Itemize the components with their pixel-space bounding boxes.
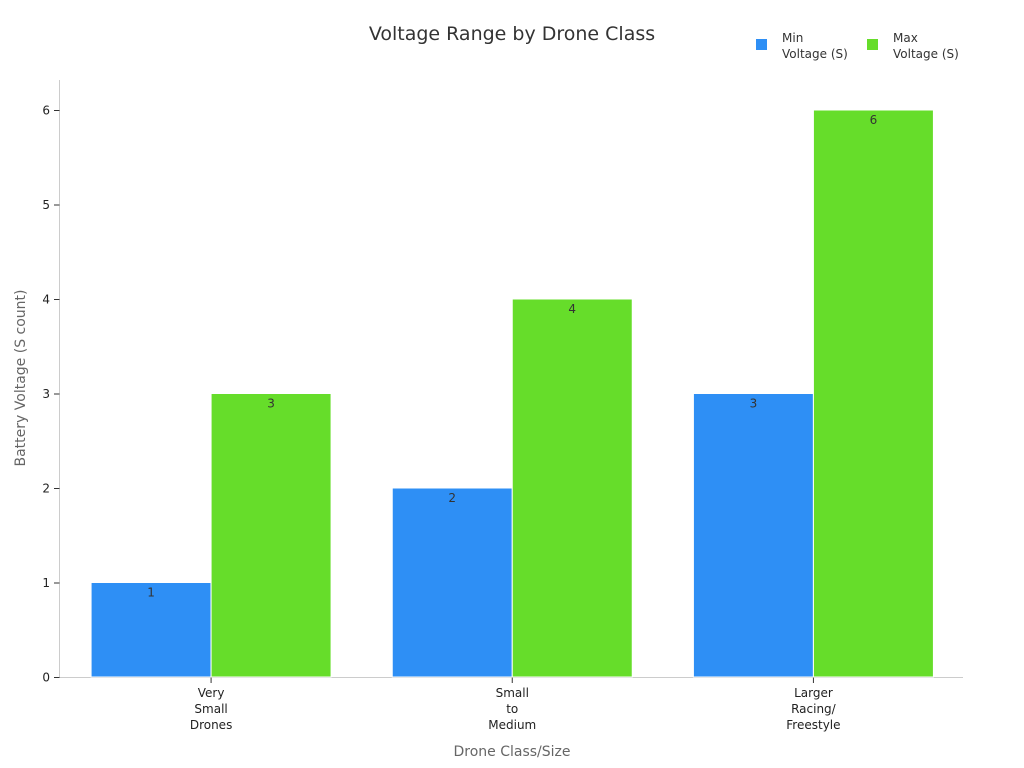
bar-min-2 [692, 393, 814, 678]
legend-label-line: Max [893, 31, 918, 45]
x-tick-label-line: Very [198, 686, 225, 700]
x-tick-label-line: Small [496, 686, 529, 700]
bar-min-1 [391, 487, 513, 678]
y-tick-label: 3 [42, 387, 50, 401]
legend-label-line: Min [782, 31, 803, 45]
chart-title: Voltage Range by Drone Class [369, 23, 655, 45]
legend: Min Voltage (S) Max Voltage (S) [756, 31, 959, 61]
x-tick-label-line: Larger [794, 686, 833, 700]
y-tick-label: 0 [42, 671, 50, 685]
data-label: 3 [267, 397, 275, 411]
x-axis-ticks: Very Small Drones Small to Medium Larger Racing… [190, 677, 841, 732]
data-label: 2 [448, 491, 456, 505]
bars [90, 109, 934, 678]
x-tick-label-line: Drones [190, 718, 233, 732]
x-tick-label: Small to Medium [488, 686, 536, 732]
x-tick-label-line: to [506, 702, 518, 716]
x-tick-label: Larger Racing/Freestyle [786, 686, 840, 732]
x-tick-label-line: Medium [488, 718, 536, 732]
y-axis-ticks: 0 1 2 3 4 5 6 [42, 104, 60, 685]
legend-label: Min Voltage (S) [782, 31, 848, 61]
x-tick-label-line: Small [194, 702, 227, 716]
x-tick-label-line: Racing/ [791, 702, 837, 716]
y-tick-label: 5 [42, 198, 50, 212]
data-label: 1 [147, 586, 155, 600]
legend-swatch [867, 39, 878, 50]
y-tick-label: 2 [42, 482, 50, 496]
legend-label-line: Voltage (S) [893, 47, 959, 61]
legend-label: Max Voltage (S) [893, 31, 959, 61]
x-tick-label-line: Freestyle [786, 718, 840, 732]
x-tick-label: Very Small Drones [190, 686, 233, 732]
y-tick-label: 6 [42, 104, 50, 118]
data-label: 6 [870, 113, 878, 127]
legend-swatch [756, 39, 767, 50]
data-labels: 1 3 2 4 3 6 [147, 113, 877, 600]
bar-max-1 [511, 298, 633, 678]
y-tick-label: 1 [42, 576, 50, 590]
y-tick-label: 4 [42, 293, 50, 307]
bar-max-2 [812, 109, 934, 678]
bar-max-0 [210, 393, 332, 678]
data-label: 3 [750, 397, 758, 411]
legend-label-line: Voltage (S) [782, 47, 848, 61]
y-axis-label: Battery Voltage (S count) [13, 290, 29, 467]
data-label: 4 [568, 302, 576, 316]
x-axis-label: Drone Class/Size [453, 744, 570, 760]
